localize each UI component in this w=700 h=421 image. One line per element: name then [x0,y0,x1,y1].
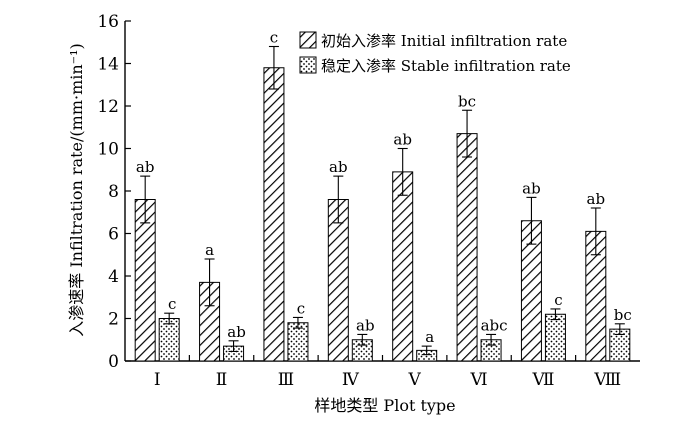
significance-label-stable: c [297,299,305,317]
x-tick-label: Ⅲ [278,370,294,390]
y-tick-label: 6 [108,225,119,245]
significance-label-initial: a [205,241,214,259]
x-tick-label: Ⅷ [593,370,621,390]
bar-stable [544,313,566,362]
significance-label-initial: ab [329,158,348,176]
significance-label-stable: abc [481,316,508,334]
y-axis-title: 入渗速率 Infiltration rate/(mm·min⁻¹) [67,43,86,337]
x-tick-label: Ⅱ [216,370,228,390]
significance-label-stable: ab [227,323,246,341]
bar-initial [263,67,285,362]
significance-label-initial: ab [136,158,155,176]
y-tick-label: 10 [97,140,119,160]
legend-swatch-initial [299,31,317,49]
legend: 初始入渗率 Initial infiltration rate 稳定入渗率 St… [299,31,571,75]
bar-initial [134,199,156,362]
y-tick-label: 2 [108,310,119,330]
x-tick-label: Ⅵ [470,370,488,390]
significance-label-initial: c [270,29,278,47]
significance-label-stable: c [554,291,562,309]
x-tick-label: Ⅰ [154,370,161,390]
significance-label-stable: bc [614,306,632,324]
significance-label-stable: ab [356,316,375,334]
significance-label-stable: a [425,328,434,346]
y-tick-label: 14 [97,55,119,75]
y-tick-label: 12 [97,97,119,117]
x-tick-label: Ⅳ [342,370,360,390]
y-tick-label: 8 [108,182,119,202]
significance-label-initial: ab [522,179,541,197]
bar-stable [158,318,180,362]
bar-initial [392,171,414,362]
legend-label-stable: 稳定入渗率 Stable infiltration rate [321,57,571,75]
significance-label-stable: c [168,295,176,313]
legend-swatch-stable [299,56,317,74]
significance-label-initial: ab [393,131,412,149]
x-axis-title: 样地类型 Plot type [314,396,455,415]
significance-label-initial: ab [587,190,606,208]
bar-initial [456,133,478,362]
significance-label-initial: bc [458,92,476,110]
bar-initial [327,199,349,362]
y-tick-label: 16 [97,12,119,32]
x-tick-label: Ⅴ [408,370,422,390]
plot-area: 0246810121416ⅠabcⅡaabⅢccⅣababⅤabaⅥbcabcⅦ… [97,12,640,390]
y-tick-label: 0 [108,352,119,372]
x-tick-label: Ⅶ [531,370,554,390]
y-tick-label: 4 [108,267,119,287]
legend-label-initial: 初始入渗率 Initial infiltration rate [321,32,567,50]
